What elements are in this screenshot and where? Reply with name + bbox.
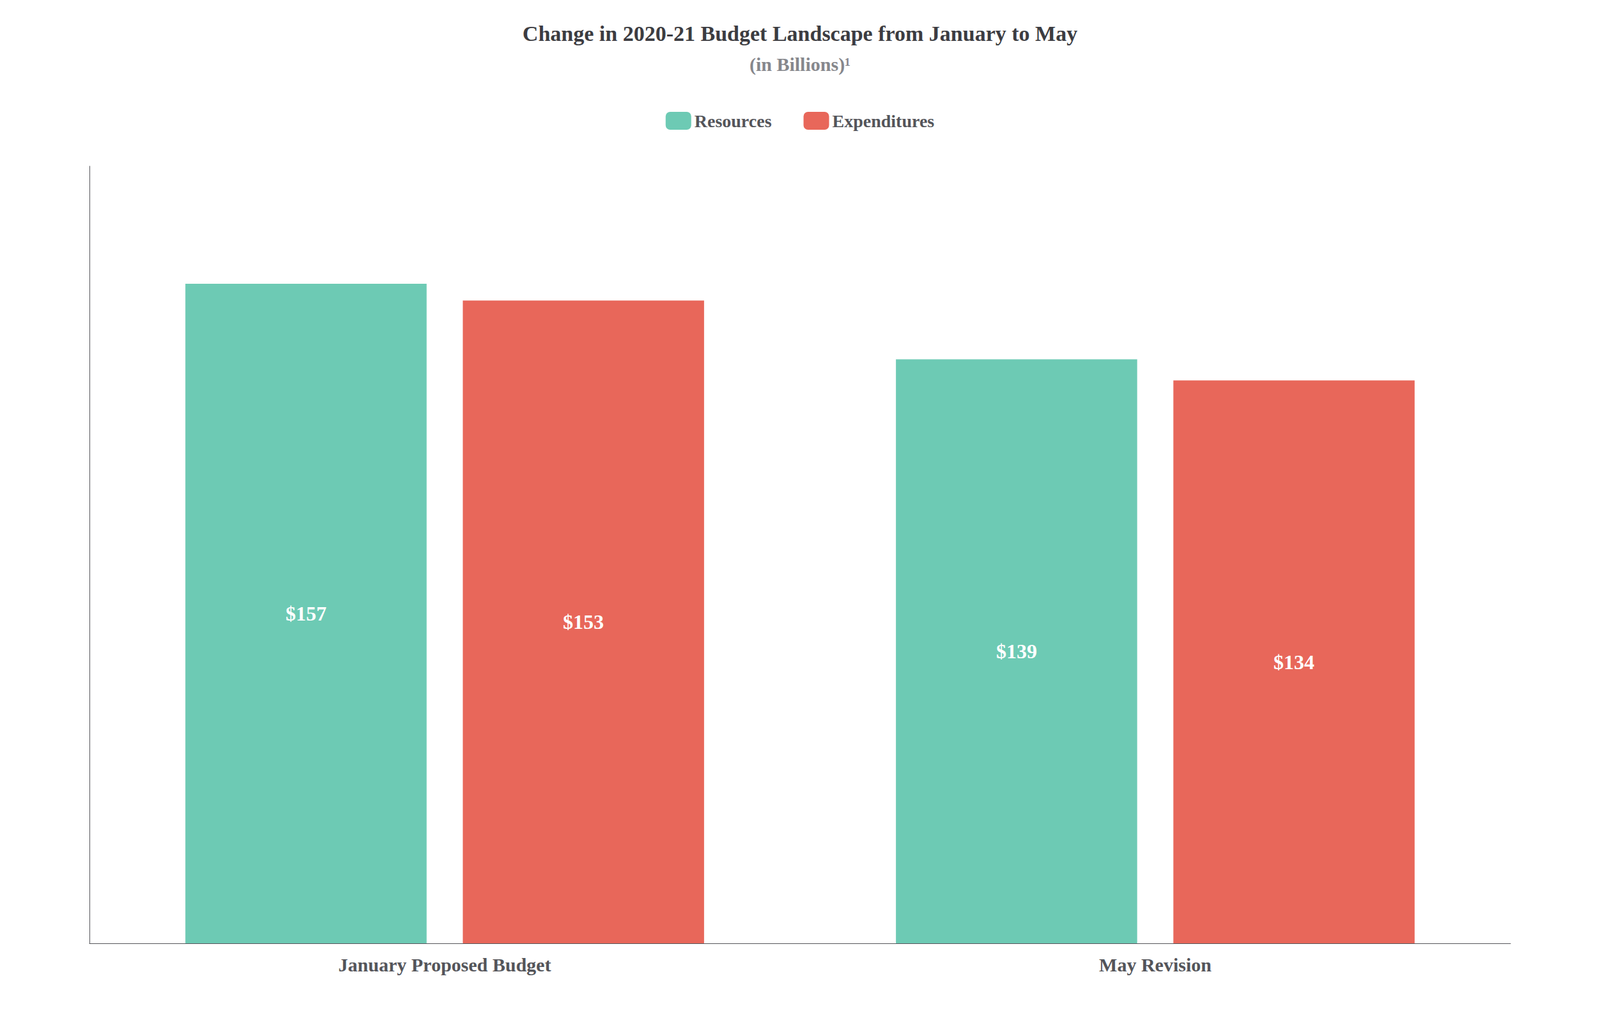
svg-text:(in Billions)¹: (in Billions)¹ (749, 53, 851, 76)
svg-text:$139: $139 (996, 639, 1038, 663)
svg-text:May Revision: May Revision (1099, 953, 1212, 976)
svg-text:$157: $157 (285, 601, 327, 625)
svg-text:Change in 2020-21 Budget Lands: Change in 2020-21 Budget Landscape from … (522, 21, 1078, 46)
svg-text:$153: $153 (562, 610, 604, 634)
svg-text:Expenditures: Expenditures (832, 111, 935, 131)
svg-text:Resources: Resources (694, 111, 772, 131)
svg-text:January Proposed Budget: January Proposed Budget (338, 953, 552, 976)
svg-text:$134: $134 (1273, 650, 1315, 674)
